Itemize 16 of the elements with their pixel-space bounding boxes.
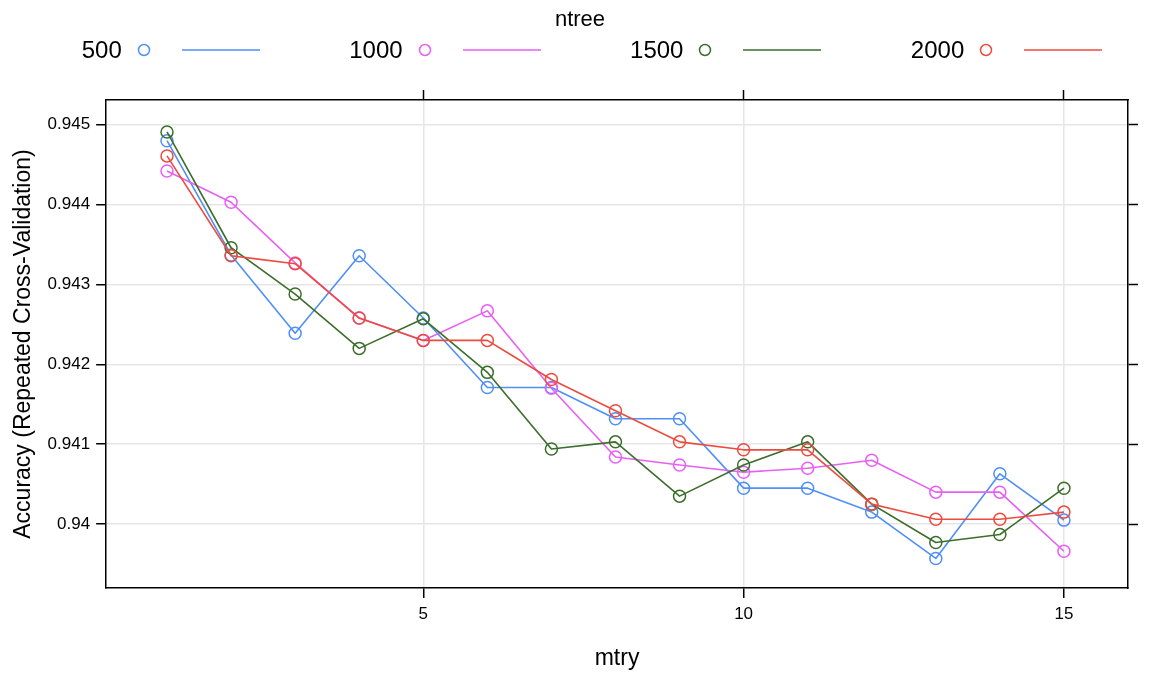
legend-label: 1000 (349, 36, 403, 64)
y-tick-label: 0.945 (47, 114, 91, 134)
legend-label: 2000 (910, 36, 965, 64)
y-tick-label: 0.942 (47, 354, 91, 374)
x-axis-title: mtry (594, 643, 640, 670)
y-axis-title: Accuracy (Repeated Cross-Validation) (9, 149, 36, 539)
x-tick-label: 15 (1054, 603, 1074, 623)
y-tick-label: 0.941 (47, 433, 91, 453)
legend-title: ntree (553, 6, 607, 32)
y-tick-label: 0.943 (47, 274, 91, 294)
legend-label: 1500 (630, 36, 684, 64)
legend-label: 500 (81, 36, 122, 64)
x-tick-label: 10 (734, 603, 754, 623)
y-tick-label: 0.944 (47, 194, 91, 214)
x-tick-label: 5 (418, 603, 428, 623)
y-tick-label: 0.94 (57, 513, 91, 533)
